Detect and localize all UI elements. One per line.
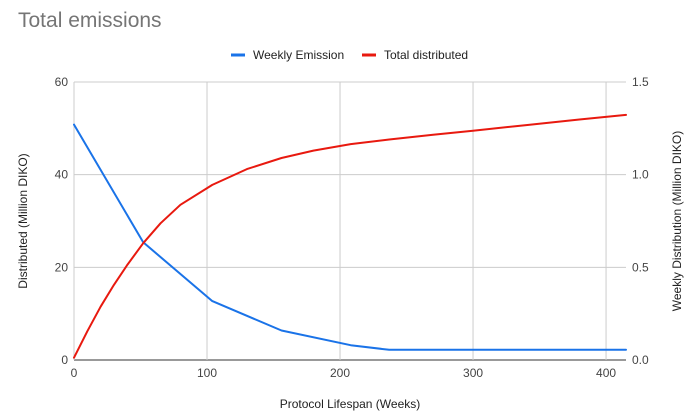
y-left-tick-label: 0	[61, 353, 68, 367]
x-axis-title: Protocol Lifespan (Weeks)	[280, 397, 421, 411]
x-tick-label: 300	[463, 366, 483, 380]
y-right-tick-label: 1.0	[632, 168, 649, 182]
x-tick-label: 200	[330, 366, 350, 380]
y-right-tick-label: 1.5	[632, 75, 649, 89]
chart-title: Total emissions	[18, 9, 162, 32]
x-tick-label: 0	[71, 366, 78, 380]
y-right-axis-title: Weekly Distribution (Million DIKO)	[670, 131, 684, 312]
series-line-total-distributed	[73, 113, 627, 359]
legend-label: Total distributed	[384, 48, 468, 62]
y-left-tick-label: 20	[55, 260, 69, 274]
x-tick-label: 400	[596, 366, 616, 380]
y-left-tick-label: 40	[55, 168, 69, 182]
legend-label: Weekly Emission	[253, 48, 344, 62]
series-line-weekly-emission	[73, 123, 627, 351]
y-right-tick-label: 0.0	[632, 353, 649, 367]
y-right-tick-label: 0.5	[632, 260, 649, 274]
x-tick-label: 100	[197, 366, 217, 380]
y-left-tick-label: 60	[55, 75, 69, 89]
y-left-axis-title: Distributed (Million DIKO)	[16, 153, 30, 288]
